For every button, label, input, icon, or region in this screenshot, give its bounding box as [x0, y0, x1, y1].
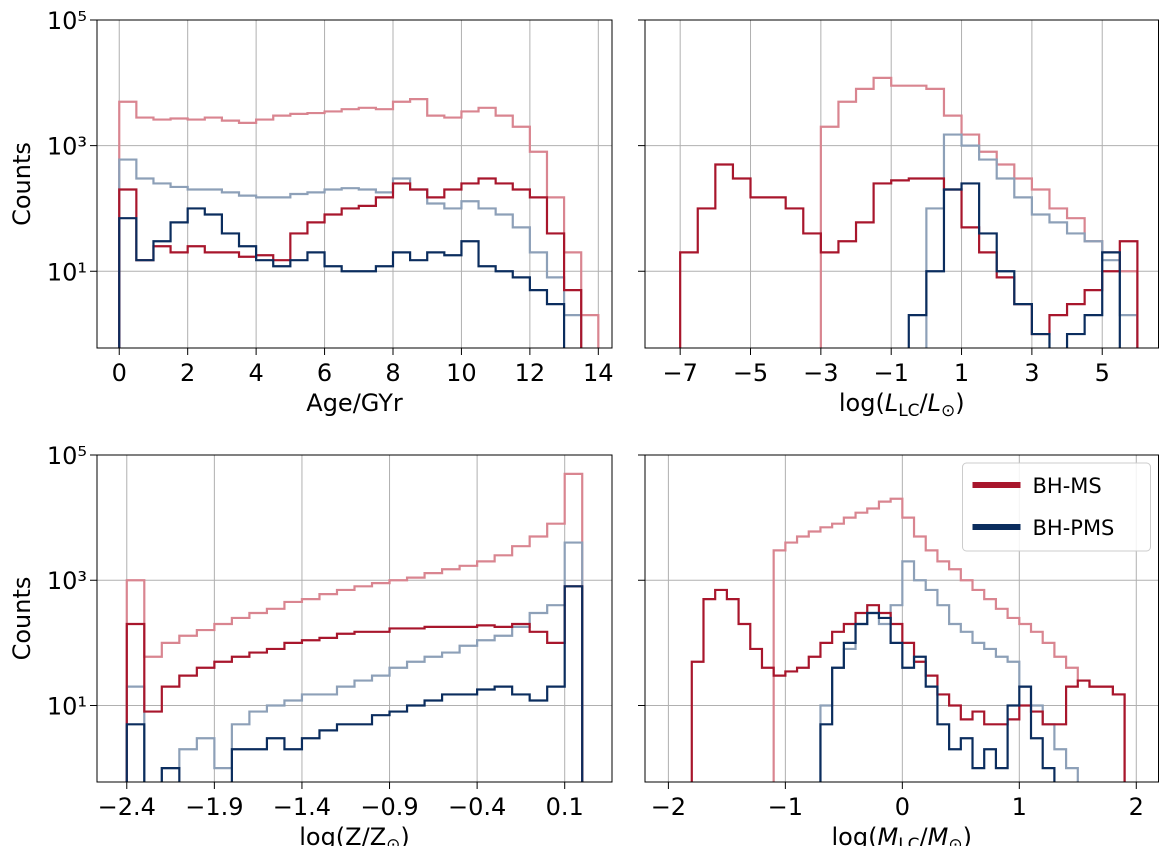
x-tick-label: 0	[895, 793, 910, 821]
x-tick-label: 14	[583, 359, 614, 387]
x-tick-label: 0	[112, 359, 127, 387]
x-tick-label: −7	[662, 359, 697, 387]
x-axis-label-part: /	[920, 389, 929, 417]
x-axis-label-part: )	[400, 823, 409, 846]
y-axis-label: Counts	[8, 577, 36, 661]
x-axis-label-part: )	[955, 389, 964, 417]
x-axis-label-part: M	[928, 823, 949, 846]
x-tick-label: −0.9	[360, 793, 418, 821]
x-axis-label-part: ⊙	[948, 835, 962, 846]
x-tick-label: −3	[803, 359, 838, 387]
x-tick-label: 6	[317, 359, 332, 387]
histogram-step	[125, 472, 584, 782]
x-axis-label: log(MLC/M⊙)	[832, 823, 972, 846]
x-axis-label-part: ⊙	[941, 401, 955, 421]
y-tick-label: 10⁵	[47, 7, 87, 35]
axes-frame	[96, 19, 613, 349]
x-tick-label: 2	[1129, 793, 1144, 821]
histogram-step	[118, 177, 583, 348]
y-tick-label: 10³	[47, 133, 87, 161]
x-axis-label-part: /	[920, 823, 929, 846]
panel: 0 2 4 6 8 10 12 14 10¹ 10³ 10⁵ Age/GYr Counts	[8, 7, 614, 417]
histogram-step	[679, 163, 1139, 348]
histogram-step	[125, 585, 584, 782]
x-axis-label: Age/GYr	[306, 389, 403, 417]
x-tick-label: 3	[1024, 359, 1039, 387]
histogram-step	[819, 560, 1079, 782]
histogram-step	[118, 158, 583, 348]
x-tick-label: 1	[1012, 793, 1027, 821]
x-axis-label-part: LC	[898, 401, 919, 421]
y-tick-label: 10¹	[47, 258, 87, 286]
x-axis-label-part: log(	[832, 823, 878, 846]
histogram-step	[907, 182, 1121, 348]
x-tick-label: 10	[446, 359, 477, 387]
x-axis-label-part: LC	[898, 835, 919, 846]
axes-frame	[96, 454, 613, 783]
axes-frame	[644, 19, 1159, 349]
x-axis-label-part: Age/GYr	[306, 389, 403, 417]
histogram-step	[819, 76, 1139, 348]
y-tick-label: 10⁵	[47, 442, 87, 470]
x-axis-label-part: )	[963, 823, 972, 846]
x-tick-label: −1.4	[273, 793, 331, 821]
x-axis-label: log(LLC/L⊙)	[839, 389, 965, 421]
histogram-step	[118, 98, 600, 348]
x-tick-label: −1.9	[185, 793, 243, 821]
histogram-step	[925, 133, 1139, 348]
x-tick-label: 2	[180, 359, 195, 387]
panel: −2.4 −1.9 −1.4 −0.9 −0.4 0.1 10¹ 10³ 10⁵ log(Z/Z⊙…	[8, 442, 613, 850]
histogram-step	[125, 541, 584, 782]
x-axis-label-part: log(	[839, 389, 885, 417]
x-tick-label: −1	[874, 359, 909, 387]
x-axis-label: log(Z/Z⊙)	[299, 823, 410, 846]
x-tick-label: 5	[1095, 359, 1110, 387]
legend-label: BH-PMS	[1033, 516, 1115, 540]
y-tick-label: 10³	[47, 567, 87, 595]
histogram-step	[690, 588, 1126, 782]
x-tick-label: −1	[768, 793, 803, 821]
x-tick-label: −0.4	[448, 793, 506, 821]
x-axis-label-part: M	[877, 823, 898, 846]
x-tick-label: −5	[733, 359, 768, 387]
histogram-step	[772, 497, 1126, 782]
x-axis-label-part: ⊙	[386, 835, 400, 846]
x-tick-label: 12	[515, 359, 546, 387]
x-axis-label-part: L	[928, 389, 941, 417]
x-tick-label: 8	[385, 359, 400, 387]
legend-label: BH-MS	[1033, 474, 1102, 498]
histogram-step	[125, 585, 584, 782]
y-tick-label: 10¹	[47, 692, 87, 720]
y-axis-label: Counts	[8, 142, 36, 226]
x-tick-label: 4	[248, 359, 263, 387]
histogram-step	[118, 207, 566, 348]
x-tick-label: 0.1	[546, 793, 584, 821]
x-axis-label-part: L	[885, 389, 898, 417]
histogram-step	[819, 611, 1056, 782]
x-axis-label-part: log(Z/Z	[299, 823, 386, 846]
x-tick-label: −2.4	[98, 793, 156, 821]
x-tick-label: −2	[651, 793, 686, 821]
x-tick-label: 1	[954, 359, 969, 387]
